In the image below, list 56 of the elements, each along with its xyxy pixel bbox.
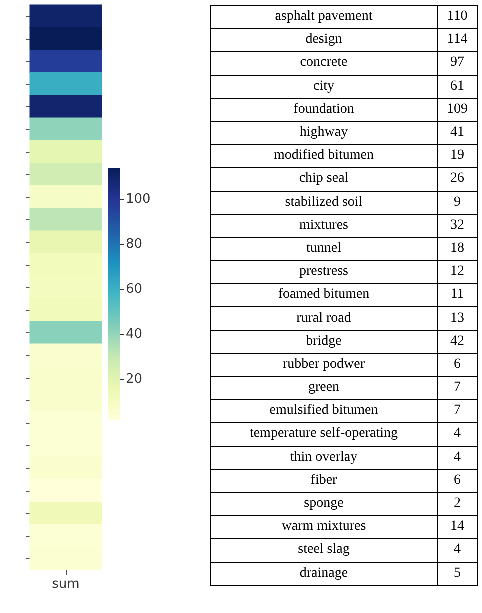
data-label: 26: [438, 168, 478, 191]
category-label: emulsified bitumen: [210, 400, 438, 423]
color-bar-label: 80: [126, 237, 143, 252]
data-label: 61: [438, 75, 478, 98]
data-label: 4: [438, 538, 478, 562]
category-label: rural road: [210, 306, 438, 330]
data-label: 5: [438, 562, 478, 586]
category-label: asphalt pavement: [210, 6, 438, 29]
data-label: 6: [438, 353, 478, 376]
category-label: bridge: [210, 330, 438, 354]
category-label: stabilized soil: [210, 191, 438, 214]
color-bar-label: 40: [126, 327, 143, 342]
data-label: 7: [438, 400, 478, 423]
category-label: modified bitumen: [210, 144, 438, 168]
category-label: design: [210, 28, 438, 52]
x-tick-label: sum: [52, 577, 80, 592]
data-label: 6: [438, 469, 478, 492]
data-label: 9: [438, 191, 478, 214]
data-label: 12: [438, 260, 478, 284]
data-label: 114: [438, 28, 478, 52]
category-label: fiber: [210, 469, 438, 492]
data-label: 110: [438, 6, 478, 29]
category-label: city: [210, 75, 438, 98]
category-label: warm mixtures: [210, 516, 438, 539]
category-label: concrete: [210, 52, 438, 76]
category-label: temperature self-operating: [210, 422, 438, 446]
category-label: highway: [210, 121, 438, 145]
category-label: sponge: [210, 492, 438, 516]
category-label: drainage: [210, 562, 438, 586]
category-label: prestress: [210, 260, 438, 284]
color-bar-label: 100: [126, 192, 151, 207]
data-label: 14: [438, 516, 478, 539]
data-label: 7: [438, 376, 478, 400]
data-label: 97: [438, 52, 478, 76]
category-label: rubber podwer: [210, 353, 438, 376]
data-label: 19: [438, 144, 478, 168]
data-label: 41: [438, 121, 478, 145]
data-label: 42: [438, 330, 478, 354]
data-label: 2: [438, 492, 478, 516]
category-label: foundation: [210, 98, 438, 122]
data-label: 109: [438, 98, 478, 122]
data-label: 13: [438, 306, 478, 330]
category-label: chip seal: [210, 168, 438, 191]
category-label: foamed bitumen: [210, 284, 438, 307]
color-bar-label: 60: [126, 282, 143, 297]
category-label: mixtures: [210, 214, 438, 238]
data-label: 11: [438, 284, 478, 307]
data-label: 4: [438, 422, 478, 446]
color-bar-label: 20: [126, 372, 143, 387]
category-label: green: [210, 376, 438, 400]
data-label: 4: [438, 446, 478, 470]
category-label: thin overlay: [210, 446, 438, 470]
category-label: steel slag: [210, 538, 438, 562]
data-label: 18: [438, 237, 478, 261]
category-label: tunnel: [210, 237, 438, 261]
data-label: 32: [438, 214, 478, 238]
